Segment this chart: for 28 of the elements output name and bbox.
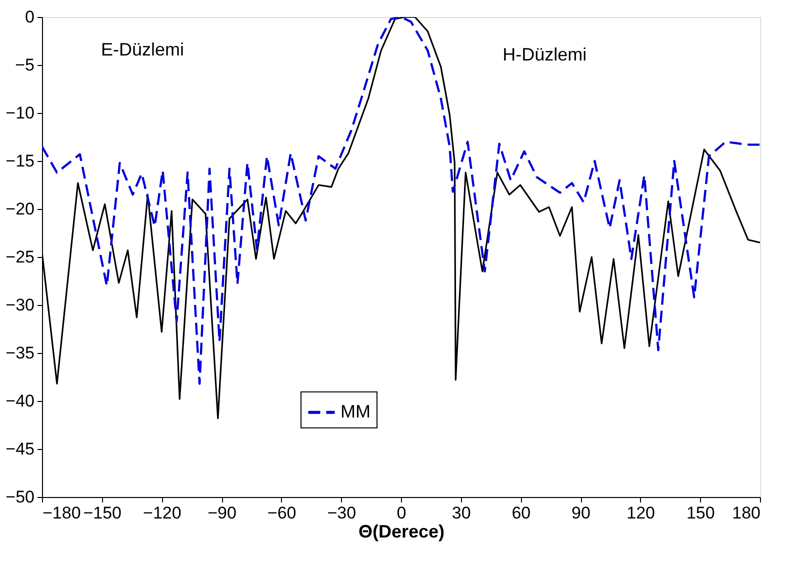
y-tick-label: −20 <box>6 200 34 218</box>
annotation: E-Düzlemi <box>101 40 184 60</box>
y-tick-label: −35 <box>6 344 34 362</box>
x-tick-label: −30 <box>327 504 356 522</box>
x-tick-label: 150 <box>686 504 715 522</box>
x-tick-label: −60 <box>267 504 296 522</box>
x-tick-label: 120 <box>626 504 656 522</box>
annotation: H-Düzlemi <box>502 44 587 64</box>
x-tick-label: 90 <box>572 504 590 522</box>
x-tick-label: 0 <box>396 504 406 522</box>
y-tick-label: −30 <box>6 296 34 314</box>
x-tick-label: −90 <box>208 504 236 522</box>
y-tick-label: −5 <box>15 56 34 74</box>
y-tick-label: −10 <box>6 104 34 122</box>
x-tick-label: 30 <box>452 504 471 522</box>
x-tick-label: −120 <box>143 504 182 522</box>
y-tick-label: −40 <box>6 392 34 410</box>
y-tick-label: 0 <box>25 8 34 26</box>
y-tick-label: −50 <box>6 488 34 506</box>
y-tick-label: −15 <box>6 152 34 170</box>
x-tick-label: 180 <box>732 504 760 522</box>
x-tick-label: 60 <box>512 504 531 522</box>
x-tick-label: −180 <box>42 504 81 522</box>
y-tick-label: −45 <box>6 440 34 458</box>
legend-label: MM <box>340 401 370 422</box>
x-axis-title: Θ(Derece) <box>358 522 445 542</box>
y-tick-label: −25 <box>6 248 34 266</box>
x-tick-label: −150 <box>83 504 122 522</box>
